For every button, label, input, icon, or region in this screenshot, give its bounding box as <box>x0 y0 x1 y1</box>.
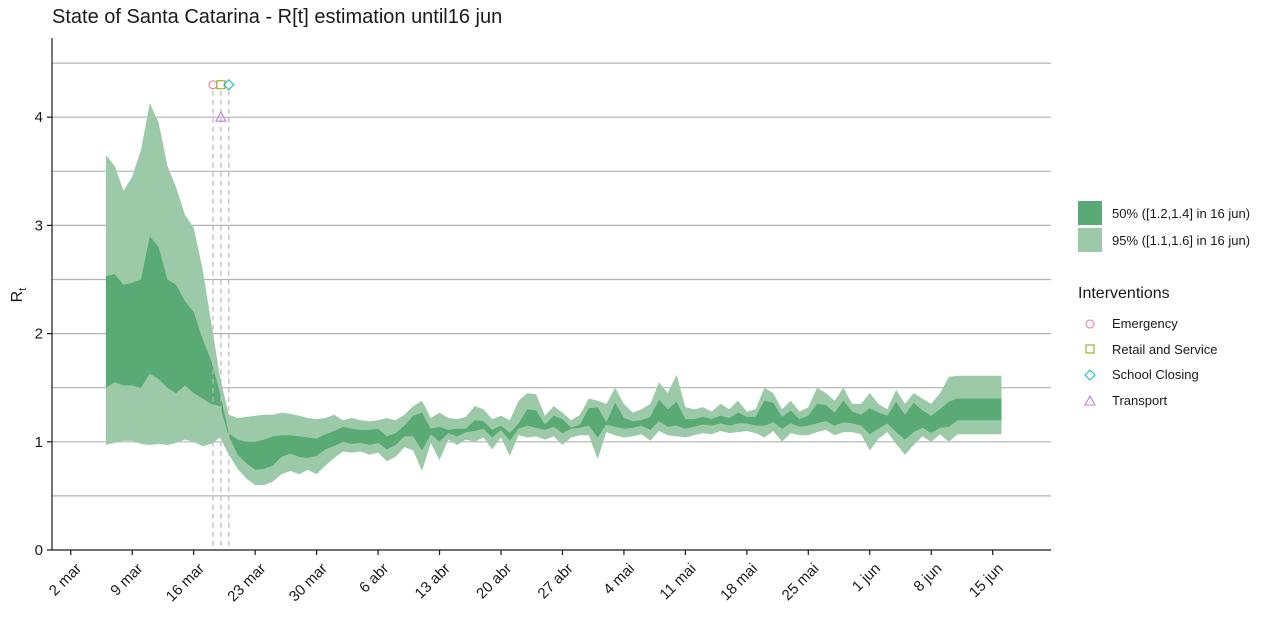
axes <box>51 38 1051 551</box>
square-icon <box>1085 344 1095 354</box>
intervention-lines <box>212 90 230 550</box>
x-tick-label-23-mar: 23 mar <box>224 560 269 605</box>
interventions-legend-title: Interventions <box>1078 285 1170 302</box>
x-tick-label-15-jun: 15 jun <box>966 560 1007 601</box>
legend-item-retail: Retail and Service <box>1078 337 1218 363</box>
legend-item-transport: Transport <box>1078 388 1218 414</box>
x-tick-label-25-mai: 25 mai <box>779 560 823 604</box>
legend-label-emergency: Emergency <box>1112 316 1178 332</box>
legend-label-50: 50% ([1.2,1.4] in 16 jun) <box>1112 205 1251 221</box>
confidence-bands <box>105 103 1002 486</box>
band-50 <box>105 236 1002 470</box>
legend-item-50: 50% ([1.2,1.4] in 16 jun) <box>1078 200 1250 226</box>
y-tick-label-4: 4 <box>35 109 43 126</box>
marker-school-closing <box>223 78 235 91</box>
legend-label-retail: Retail and Service <box>1112 341 1218 357</box>
circle-icon <box>1085 319 1095 329</box>
intervention-markers <box>208 78 235 122</box>
legend-item-school: School Closing <box>1078 362 1218 388</box>
x-tick-label-13-abr: 13 abr <box>412 560 454 602</box>
x-tick-label-8-jun: 8 jun <box>910 560 945 595</box>
y-axis-label: Rt <box>9 288 29 303</box>
y-tick-label-1: 1 <box>35 434 43 451</box>
triangle-icon <box>1084 394 1096 406</box>
x-tick-label-9-mar: 9 mar <box>107 560 146 599</box>
legend-label-school: School Closing <box>1112 367 1199 383</box>
x-tick-label-2-mar: 2 mar <box>46 560 85 599</box>
band-legend: 50% ([1.2,1.4] in 16 jun) 95% ([1.1,1.6]… <box>1078 200 1250 254</box>
interventions-legend: Interventions Emergency Retail and Servi… <box>1078 285 1218 413</box>
legend-label-95: 95% ([1.1,1.6] in 16 jun) <box>1112 232 1251 248</box>
chart-title: State of Santa Catarina - R[t] estimatio… <box>52 6 503 28</box>
marker-transport <box>214 111 227 122</box>
x-tick-label-1-jun: 1 jun <box>849 560 884 595</box>
legend-label-transport: Transport <box>1112 393 1168 409</box>
y-tick-label-3: 3 <box>35 217 43 234</box>
marker-emergency <box>208 80 218 90</box>
band-95 <box>105 103 1002 486</box>
marker-retail-and-service <box>216 80 226 90</box>
x-tick-label-20-abr: 20 abr <box>473 560 515 602</box>
x-tick-label-11-mai: 11 mai <box>656 560 699 603</box>
y-tick-label-2: 2 <box>35 326 43 343</box>
y-ticks: 0 1 2 3 4 <box>35 109 52 559</box>
x-tick-label-6-abr: 6 abr <box>356 560 392 596</box>
x-tick-label-30-mar: 30 mar <box>286 560 331 605</box>
legend-swatch-50 <box>1078 201 1102 225</box>
legend-item-95: 95% ([1.1,1.6] in 16 jun) <box>1078 227 1250 253</box>
diamond-icon <box>1084 369 1096 381</box>
x-tick-label-27-abr: 27 abr <box>535 560 577 602</box>
gridlines <box>52 62 1051 497</box>
legend-swatch-95 <box>1078 228 1102 252</box>
x-tick-label-16-mar: 16 mar <box>163 560 208 605</box>
x-tick-label-4-mai: 4 mai <box>600 560 638 598</box>
x-ticks: 2 mar 9 mar 16 mar 23 mar 30 mar 6 abr 13 abr 2… <box>46 550 1007 605</box>
y-tick-label-0: 0 <box>35 542 43 559</box>
legend-item-emergency: Emergency <box>1078 311 1218 337</box>
x-tick-label-18-mai: 18 mai <box>717 560 761 604</box>
